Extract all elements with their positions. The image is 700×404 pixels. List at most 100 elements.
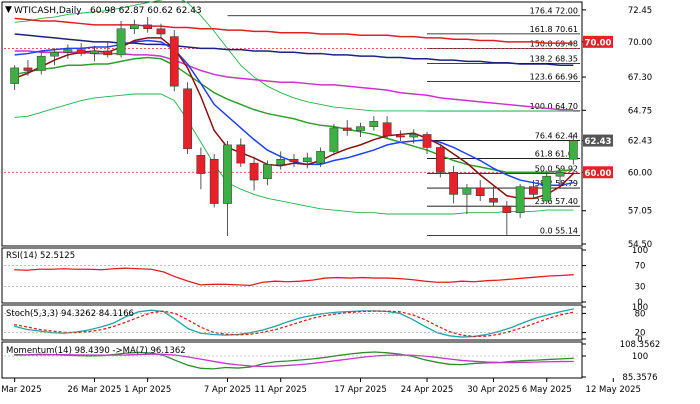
stoch-d-line [14,310,574,338]
candle-body [289,158,299,163]
candle-body [196,155,206,174]
candle-body [409,134,419,138]
stoch-title: Stoch(5,3,3) 94.3262 84.1166 [6,309,134,319]
candle-body [356,126,365,131]
rsi-panel-frame [1,247,583,304]
candle-body [382,122,392,136]
fib-level-label: 150.0 69.48 [530,40,578,49]
price-axis-label: 60.00 [628,168,652,178]
x-axis-label: 1 Apr 2025 [124,385,171,395]
bollinger-upper-line [14,0,574,112]
fib-level-label: 76.4 62.44 [535,131,578,140]
x-axis-label: 17 Apr 2025 [334,385,387,395]
candle-body [249,162,259,181]
momentum-title: Momentum(14) 98.4390 ->MA(7) 96.1362 [6,346,186,356]
sub-axis-label: 85.3576 [622,373,657,383]
price-tag-label: 62.43 [585,137,612,147]
sub-axis-label: 100 [632,352,648,362]
fib-level-label: 61.8 61.05 [535,150,578,159]
candle-body [50,52,59,57]
momentum-ma-line [14,353,574,368]
ma-red-line [14,17,574,44]
candle-body [236,144,246,164]
candle-body [422,134,432,148]
candle-body [502,205,512,213]
fib-level-label: 176.4 72.00 [530,7,578,16]
candle-body [529,186,538,195]
sub-axis-label: 70 [635,262,646,272]
x-axis-label: 30 Apr 2025 [467,385,520,395]
sub-axis-label: 30 [635,282,646,292]
candle-body [369,121,379,127]
sub-axis-label: 108.3562 [620,340,661,350]
candle-body [449,172,459,195]
price-axis-label: 67.30 [628,73,652,83]
candle-body [302,157,312,163]
ma-green-line [14,56,574,174]
x-axis-label: 12 May 2025 [586,385,641,395]
fib-level-label: 138.2 68.35 [530,54,578,63]
candle-body [329,127,339,152]
fib-level-label: 123.6 66.96 [530,72,578,81]
price-axis-label: 72.45 [628,6,652,16]
price-panel-frame [1,1,583,247]
price-axis-label: 70.00 [628,38,652,48]
fib-level-label: 0.0 55.14 [540,227,578,236]
candle-body [90,50,99,54]
sub-axis-label: 0 [637,335,642,345]
momentum-panel-frame [1,341,583,379]
candle-body [223,144,232,204]
candle-body [36,55,46,71]
candle-body [342,127,352,131]
x-axis-label: 7 Apr 2025 [204,385,251,395]
price-axis-label: 64.75 [628,106,652,116]
rsi-panel: 100 70 30 0 [4,246,648,308]
rsi-title: RSI(14) 52.5125 [6,251,75,261]
bollinger-lower-line [14,93,574,215]
candle-body [23,67,33,71]
candle-body [63,49,73,53]
sub-axis-label: 0 [637,298,642,308]
sub-axis-label: 20 [635,329,646,339]
momentum-panel: 108.3562 100 85.3576 [4,340,660,383]
candle-body [169,36,179,87]
stoch-k-line [14,308,574,338]
candle-body [555,172,565,177]
candle-body [103,50,113,56]
sub-axis-label: 100 [632,246,648,256]
price-tag-label: 60.00 [585,169,612,179]
price-axis-label: 57.05 [628,207,652,217]
candle-body [129,24,139,30]
symbol-label: WTICASH,Daily [14,6,82,16]
candle-body [263,164,272,180]
candle-body [116,28,126,56]
candle-body [276,158,286,165]
candle-body [515,186,525,213]
candle-body [76,49,86,54]
x-axis-label: 26 Mar 2025 [68,385,122,395]
candle-body [143,24,153,30]
sub-axis-label: 100 [632,303,648,313]
candle-body [568,140,578,160]
fib-level-label: 50.0 59.92 [535,164,578,173]
candle-body [183,88,192,150]
candle-body [209,158,219,204]
x-axis-label: 6 May 2025 [522,385,572,395]
fib-level-label: 23.6 57.40 [535,197,578,206]
rsi-line [14,267,574,287]
x-axis-label: 11 Apr 2025 [254,385,307,395]
candle-body [10,67,20,84]
candle-body [462,187,472,195]
ohlc-label: 60.98 62.87 60.62 62.43 [90,6,202,16]
price-tag-box [583,134,613,147]
fib-level-label: 38.2 58.79 [535,179,578,188]
x-axis-label: 24 Apr 2025 [401,385,454,395]
sub-axis-label: 80 [635,309,646,319]
price-panel: 72.45 70.00 67.30 64.75 62.43 60.00 57.05 54.50… [4,0,652,250]
x-axis-label: 20 Mar 2025 [0,385,42,395]
candle-body [396,135,405,138]
